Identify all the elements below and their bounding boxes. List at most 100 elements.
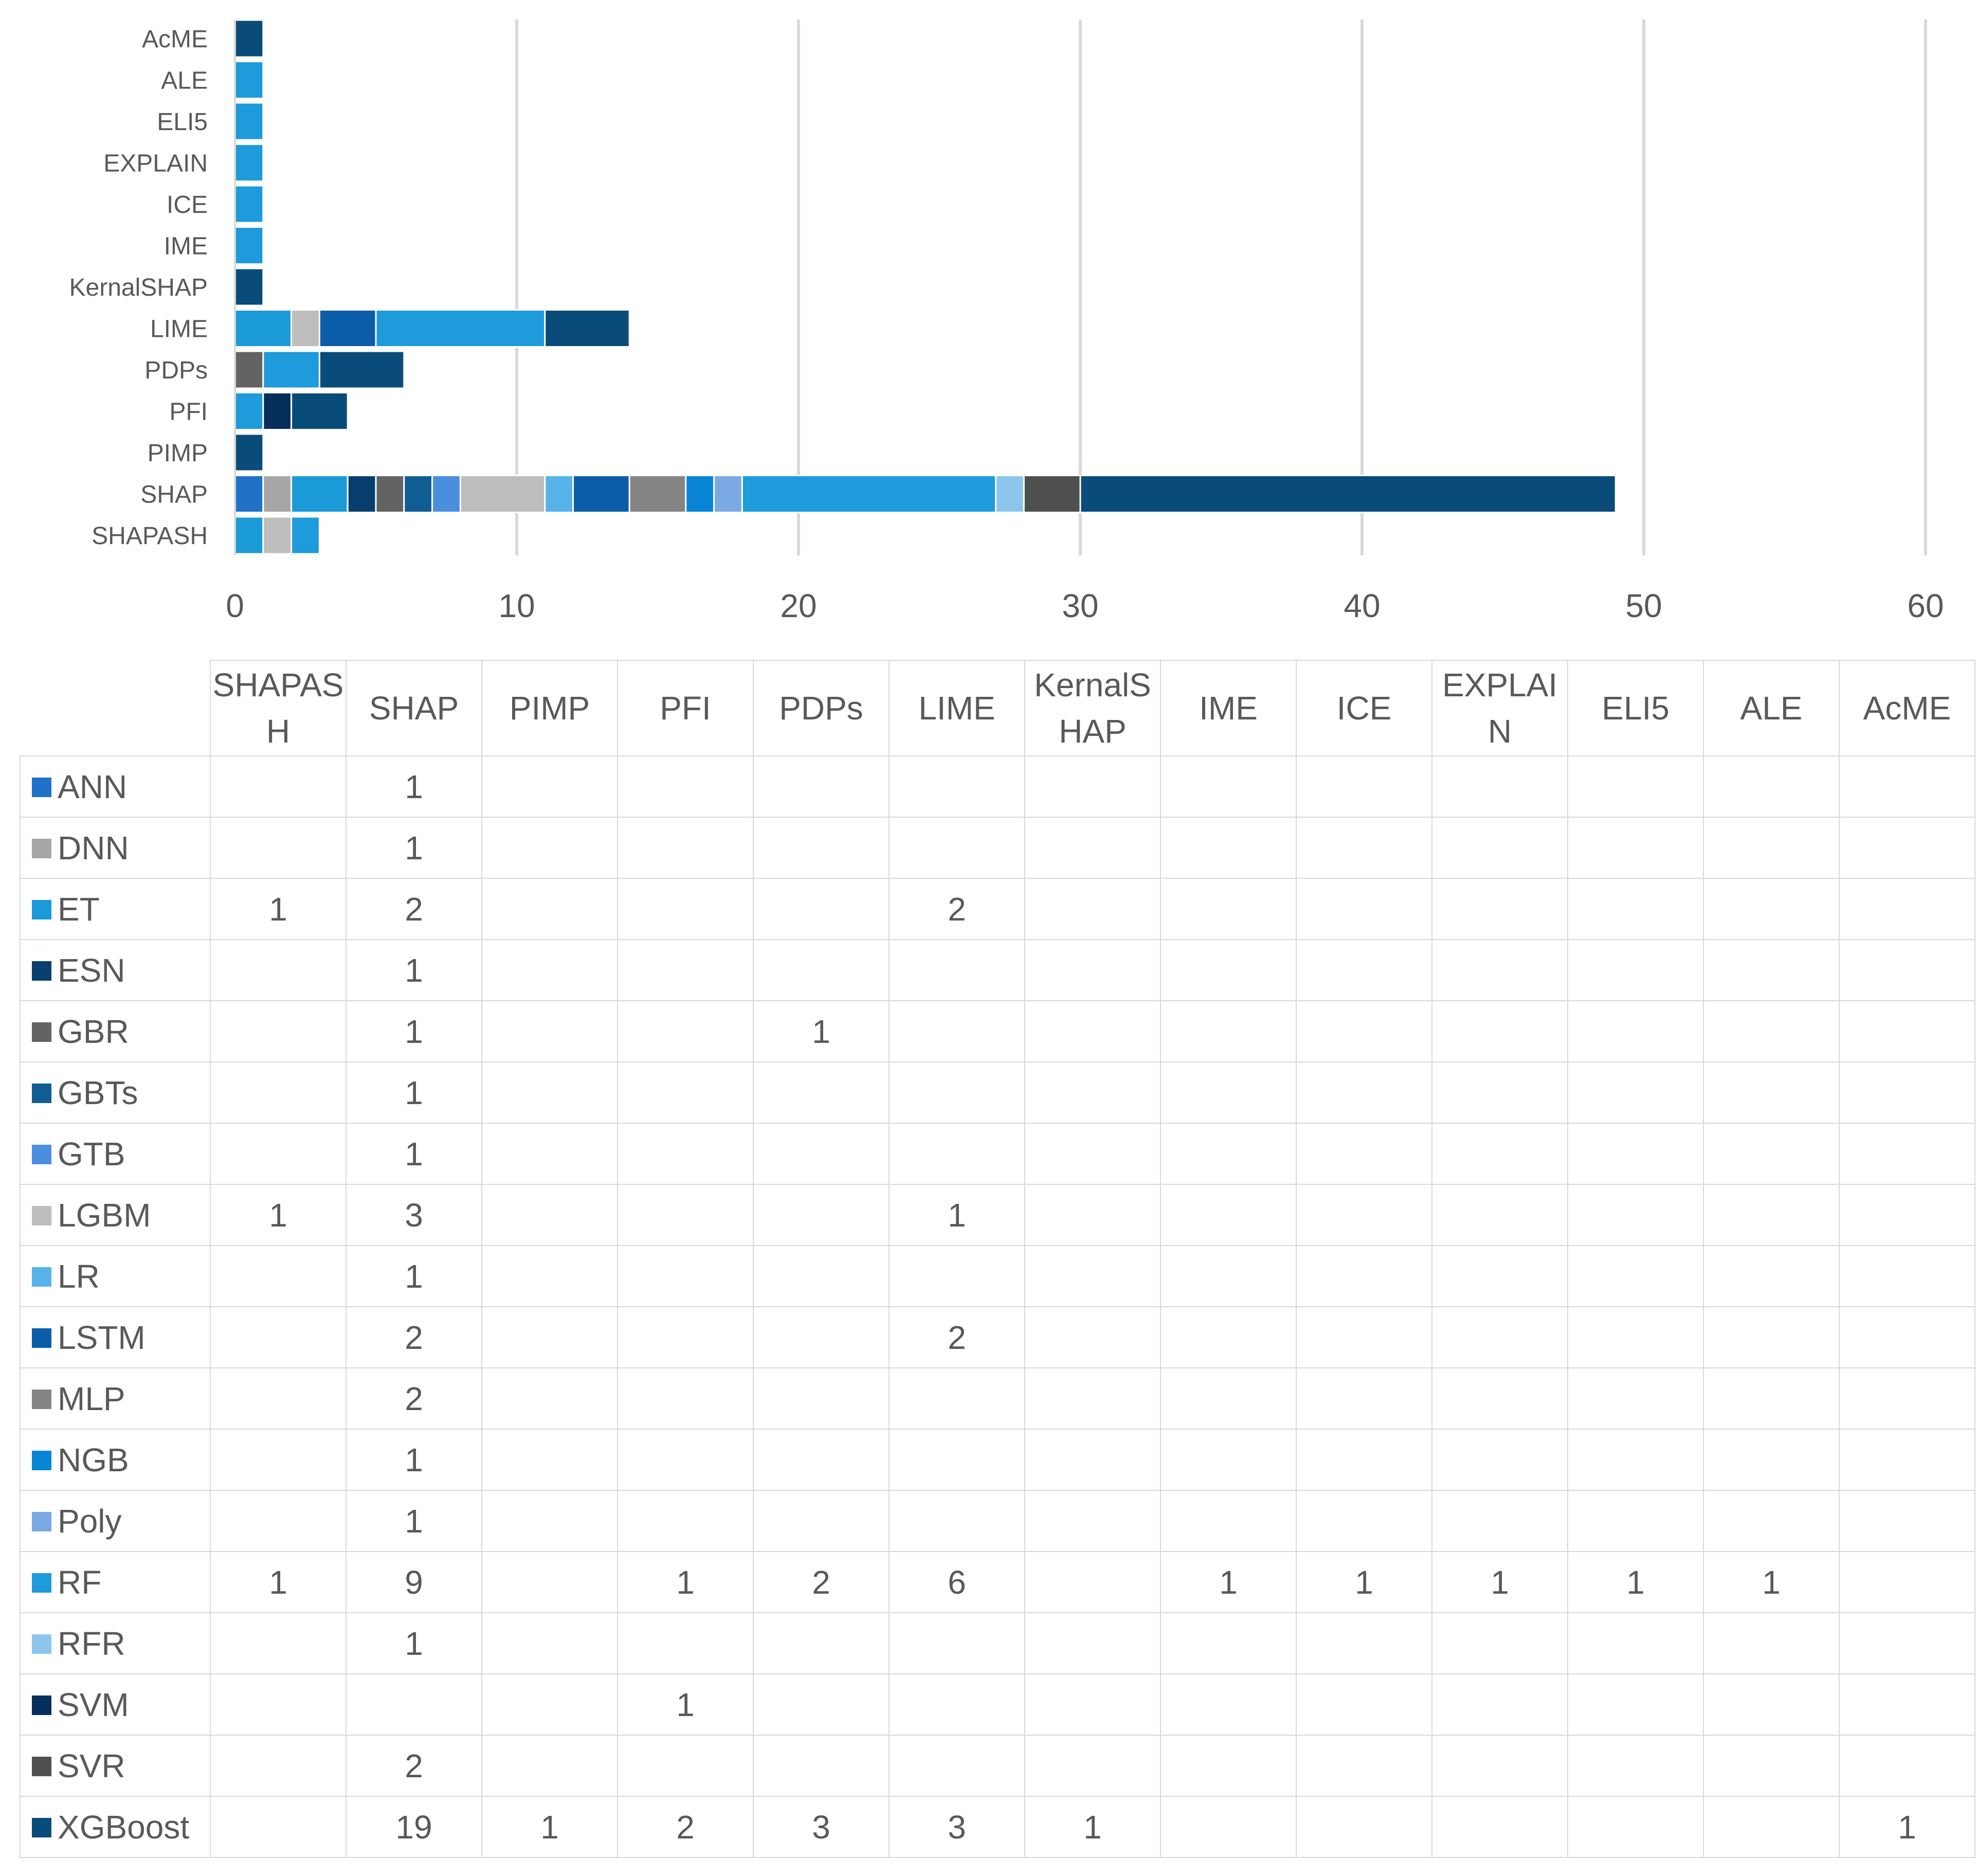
table-cell [888,1429,1025,1491]
legend-label: NGB [58,1441,129,1478]
table-cell [1567,817,1704,879]
table-cell [1024,1612,1161,1674]
table-row: RFR 1 [20,1612,1975,1674]
table-cell [210,1735,347,1797]
table-row: LSTM 2 2 [20,1306,1975,1368]
legend-label: DNN [58,829,129,867]
legend-entry: LGBM [20,1184,211,1246]
legend-entry: Poly [20,1490,211,1552]
table-row: GBTs 1 [20,1061,1975,1124]
table-cell [1024,755,1161,818]
table-cell: 1 [1567,1551,1704,1613]
bar-segment-SHAP-GBR [375,475,405,513]
table-header-row: SHAPAS H SHAP PIMP PFI PDPs LIME KernalS HAP IM… [20,660,1975,756]
table-cell: 2 [346,1735,482,1797]
category-labels: AcME ALE ELI5 EXPLAIN ICE IME KernalSHAP LIME PD… [69,26,208,550]
legend-entry: SVR [20,1735,211,1797]
table-cell [1703,1796,1840,1858]
table-cell [1703,939,1840,1001]
table-cell: 1 [1703,1551,1840,1613]
table-cell [753,1429,890,1491]
table-cell [617,1000,754,1062]
table-cell [1431,1245,1568,1307]
bar-segment-SHAP-NGB [685,475,715,513]
table-cell: 2 [753,1551,890,1613]
legend-entry: NGB [20,1429,211,1491]
table-cell [1703,1429,1840,1491]
table-cell: 1 [210,878,347,940]
table-cell [888,1612,1025,1674]
table-cell [1160,1490,1297,1552]
table-cell [617,1123,754,1185]
bar-segment-PIMP-XGBoost [234,433,264,472]
legend-entry: XGBoost [20,1796,211,1858]
table-cell [617,1245,754,1307]
table-cell [888,1061,1025,1124]
table-row: NGB 1 [20,1429,1975,1491]
table-cell: 1 [1296,1551,1432,1613]
bar-segment-SHAP-GBTs [403,475,433,513]
bar-segment-IME-RF [234,226,264,265]
legend-label: ESN [58,951,125,989]
table-cell [1567,1673,1704,1736]
table-cell [1839,1245,1975,1307]
table-cell [1839,1306,1975,1368]
bar-layer [234,19,1617,555]
legend-swatch [32,1144,51,1164]
table-column-header: KernalS HAP [1024,660,1161,756]
table-cell [753,1061,890,1124]
table-cell [1160,1061,1297,1124]
category-label: PFI [169,399,208,426]
table-cell [481,1000,618,1062]
table-column-header: SHAPAS H [210,660,347,756]
table-cell [1160,878,1297,940]
table-cell [1296,1673,1432,1736]
table-cell [481,1184,618,1246]
table-cell [481,817,618,879]
bar-segment-PDPs-XGBoost [318,350,405,389]
table-cell [1160,1367,1297,1430]
table-cell [1160,1796,1297,1858]
bar-segment-PDPs-RF [262,350,320,389]
table-cell [753,1306,890,1368]
bar-segment-SHAP-ANN [234,475,264,513]
table-cell [210,1245,347,1307]
table-cell [753,1673,890,1736]
bar-segment-SHAP-GTB [431,475,461,513]
category-label: AcME [142,26,208,53]
table-cell [210,1429,347,1491]
legend-entry: GBR [20,1000,211,1062]
table-column-header: LIME [888,660,1025,756]
table-cell [1296,1061,1432,1124]
table-cell [617,1612,754,1674]
table-cell [1431,1367,1568,1430]
table-cell [1024,1061,1161,1124]
table-cell [1839,1612,1975,1674]
table-cell [1024,1551,1161,1613]
table-cell [481,1306,618,1368]
category-label: ICE [167,191,208,219]
table-cell [1024,1735,1161,1797]
table-cell: 1 [346,1245,482,1307]
table-cell [1839,1123,1975,1185]
table-row: SVM 1 [20,1673,1975,1736]
legend-swatch [32,1328,51,1348]
table-cell [1024,1490,1161,1552]
table-cell [617,1184,754,1246]
table-cell: 1 [346,817,482,879]
table-row: GBR 1 1 [20,1000,1975,1062]
table-cell [1160,1612,1297,1674]
table-cell [481,1367,618,1430]
table-cell: 19 [346,1796,482,1858]
table-cell [1839,1184,1975,1246]
legend-label: XGBoost [58,1808,190,1846]
table-cell [1567,1184,1704,1246]
table-cell [1296,1735,1432,1797]
legend-swatch [32,1083,51,1103]
bar-segment-SHAP-RFR [995,475,1025,513]
table-column-header: ICE [1296,660,1432,756]
table-cell: 1 [346,1612,482,1674]
table-cell: 1 [888,1184,1025,1246]
category-label: LIME [150,316,208,343]
table-cell [1024,817,1161,879]
